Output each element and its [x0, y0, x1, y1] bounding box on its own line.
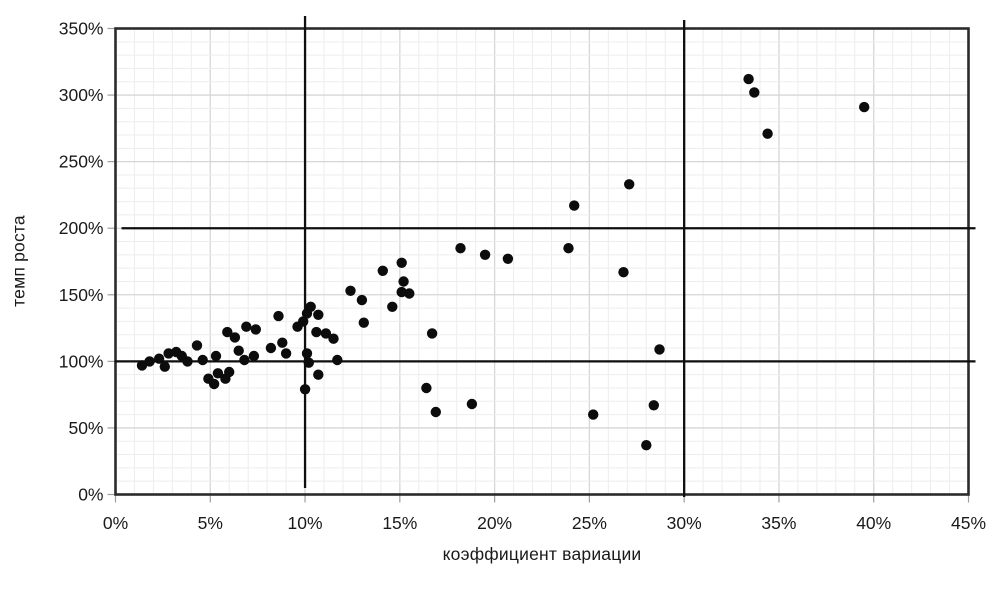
data-point	[159, 361, 170, 372]
data-point	[569, 200, 580, 211]
data-point	[303, 357, 314, 368]
data-point	[654, 344, 665, 355]
data-point	[762, 128, 773, 139]
data-point	[377, 265, 388, 276]
data-point	[222, 326, 233, 338]
x-tick-label: 0%	[103, 513, 128, 533]
data-point	[328, 333, 339, 344]
data-point	[191, 340, 203, 351]
data-point	[265, 342, 277, 354]
data-point	[210, 350, 222, 362]
data-point	[280, 348, 292, 359]
data-point	[208, 378, 220, 390]
data-point	[197, 354, 208, 366]
y-tick-label: 150%	[59, 285, 104, 305]
x-tick-label: 10%	[288, 513, 323, 533]
data-point	[426, 328, 438, 339]
data-point	[239, 354, 250, 366]
y-tick-label: 250%	[59, 152, 104, 172]
x-tick-label: 25%	[572, 513, 607, 533]
data-point	[233, 345, 244, 356]
data-point	[421, 382, 432, 394]
y-axis-title: темп роста	[8, 215, 29, 307]
data-point	[387, 301, 398, 312]
y-tick-label: 100%	[59, 351, 104, 371]
data-point	[502, 253, 514, 264]
y-tick-label: 300%	[59, 85, 104, 105]
y-tick-label: 50%	[68, 418, 103, 438]
data-point	[588, 409, 599, 420]
data-point	[311, 326, 322, 338]
data-point	[320, 328, 332, 339]
data-point	[563, 243, 574, 254]
data-point	[332, 354, 343, 366]
data-point	[299, 384, 311, 395]
x-tick-label: 15%	[382, 513, 417, 533]
x-axis-title: коэффициент вариации	[442, 544, 642, 564]
data-point	[743, 73, 754, 85]
data-point	[648, 400, 659, 411]
data-point	[356, 294, 368, 306]
data-point	[277, 337, 288, 348]
data-point	[479, 249, 491, 260]
data-point	[298, 316, 309, 327]
data-point	[241, 321, 252, 332]
data-point	[301, 348, 313, 359]
data-point	[229, 332, 241, 343]
data-point	[358, 317, 369, 328]
data-point	[466, 398, 478, 410]
x-tick-label: 30%	[667, 513, 702, 533]
data-point	[859, 101, 870, 113]
data-point	[455, 243, 466, 254]
data-point	[305, 301, 316, 312]
data-point	[345, 285, 356, 296]
data-point	[248, 350, 260, 362]
x-tick-label: 20%	[477, 513, 512, 533]
data-point	[749, 87, 760, 98]
data-point	[404, 288, 415, 299]
y-tick-label: 0%	[78, 485, 103, 505]
data-point	[273, 310, 284, 322]
data-point	[153, 353, 165, 364]
plot-frame	[114, 27, 970, 496]
data-point	[313, 369, 324, 380]
data-point	[641, 440, 652, 451]
data-point	[430, 406, 441, 418]
y-tick-label: 200%	[59, 218, 104, 238]
data-point	[313, 309, 324, 320]
x-tick-label: 35%	[761, 513, 796, 533]
data-point	[144, 356, 155, 367]
data-point	[396, 257, 407, 268]
x-tick-label: 5%	[198, 513, 223, 533]
data-point	[250, 324, 261, 335]
data-point	[398, 276, 409, 287]
data-point	[224, 366, 235, 378]
data-point	[212, 368, 224, 379]
x-tick-label: 45%	[951, 513, 986, 533]
x-tick-label: 40%	[856, 513, 891, 533]
data-point	[618, 267, 629, 278]
data-point	[624, 179, 635, 190]
y-tick-label: 350%	[59, 19, 104, 39]
data-point	[182, 356, 193, 367]
